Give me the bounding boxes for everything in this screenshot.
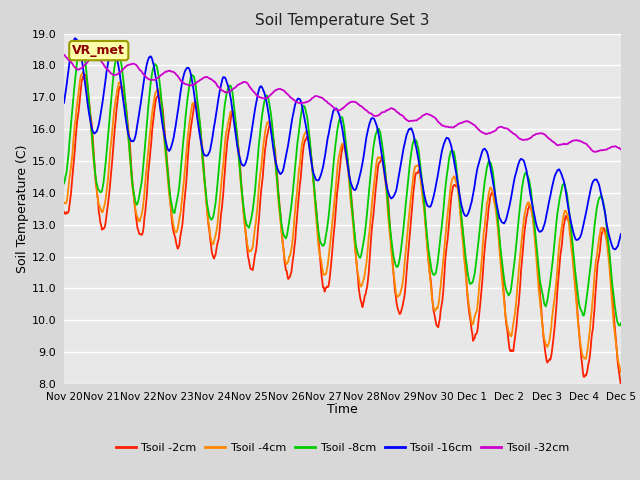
Y-axis label: Soil Temperature (C): Soil Temperature (C) [16, 144, 29, 273]
Legend: Tsoil -2cm, Tsoil -4cm, Tsoil -8cm, Tsoil -16cm, Tsoil -32cm: Tsoil -2cm, Tsoil -4cm, Tsoil -8cm, Tsoi… [111, 439, 573, 457]
Title: Soil Temperature Set 3: Soil Temperature Set 3 [255, 13, 429, 28]
X-axis label: Time: Time [327, 403, 358, 416]
Text: VR_met: VR_met [72, 44, 125, 57]
